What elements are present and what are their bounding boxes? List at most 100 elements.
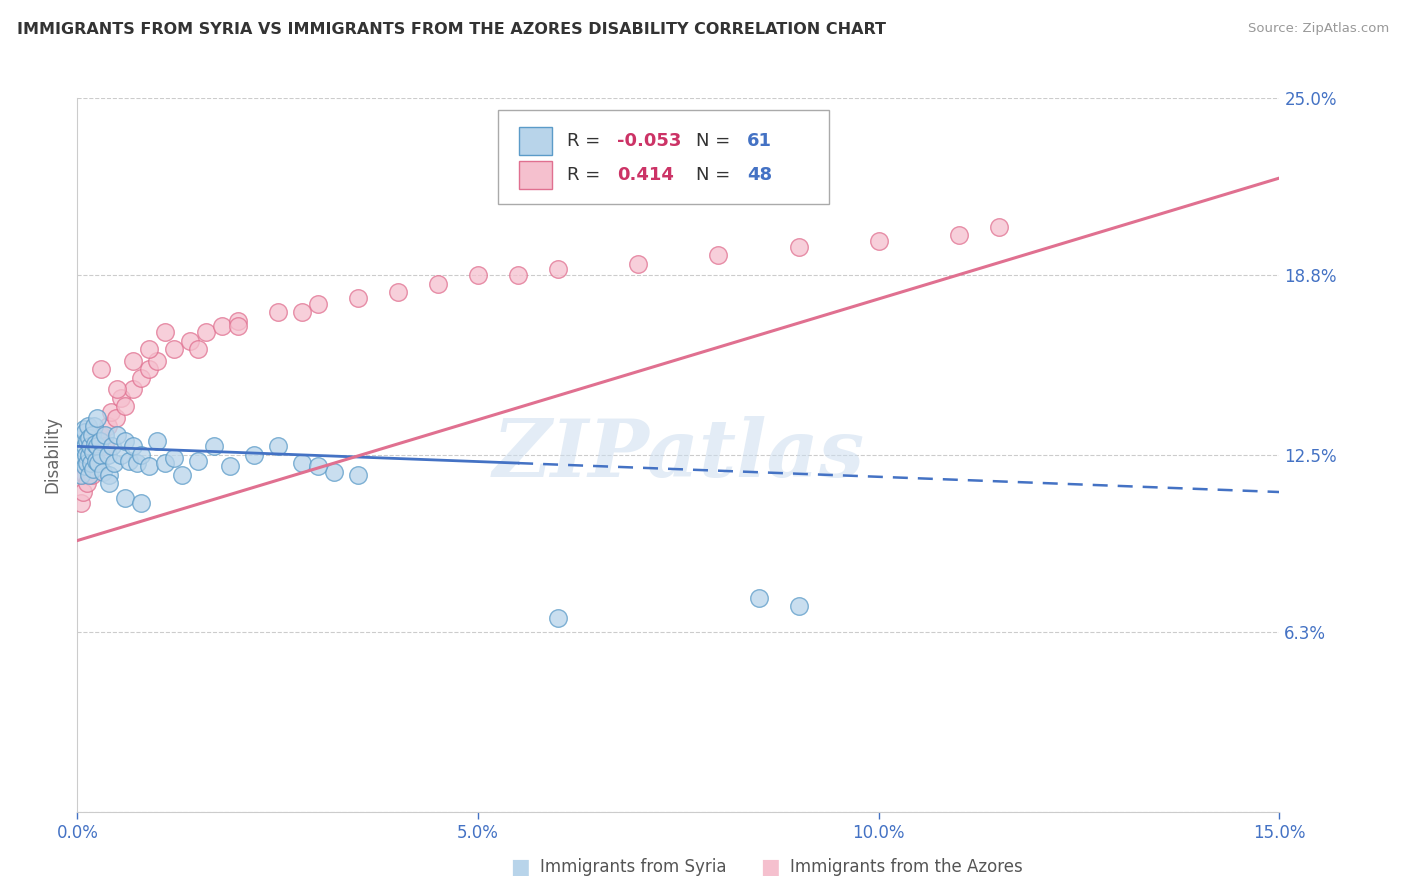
Point — [110, 448, 132, 462]
Point — [72, 431, 94, 445]
Point — [226, 319, 249, 334]
Point — [748, 591, 770, 605]
Text: N =: N = — [696, 166, 731, 184]
Point — [218, 459, 240, 474]
Point — [82, 445, 104, 459]
Point — [988, 219, 1011, 234]
Point — [84, 439, 107, 453]
Point — [114, 434, 136, 448]
Point — [94, 439, 117, 453]
Point — [89, 434, 111, 448]
Point — [194, 325, 217, 339]
Text: ■: ■ — [761, 857, 780, 877]
Point — [73, 442, 96, 457]
Point — [146, 353, 169, 368]
Point — [75, 425, 97, 439]
Point — [138, 343, 160, 357]
Point — [79, 448, 101, 462]
Point — [82, 448, 104, 462]
Point — [76, 476, 98, 491]
Point — [100, 405, 122, 419]
Point — [75, 439, 97, 453]
Point — [211, 319, 233, 334]
Point — [90, 362, 112, 376]
Point — [86, 439, 108, 453]
Point — [122, 353, 145, 368]
Text: N =: N = — [696, 132, 731, 150]
Text: R =: R = — [567, 166, 600, 184]
Point — [131, 448, 153, 462]
Point — [170, 467, 193, 482]
Point — [868, 234, 890, 248]
Point — [97, 448, 120, 462]
Text: ZIPatlas: ZIPatlas — [492, 417, 865, 493]
Point — [80, 428, 103, 442]
Text: 48: 48 — [747, 166, 772, 184]
Text: 0.414: 0.414 — [617, 166, 673, 184]
Point — [187, 453, 209, 467]
Point — [70, 496, 93, 510]
Point — [89, 434, 111, 448]
Point — [76, 457, 98, 471]
Text: IMMIGRANTS FROM SYRIA VS IMMIGRANTS FROM THE AZORES DISABILITY CORRELATION CHART: IMMIGRANTS FROM SYRIA VS IMMIGRANTS FROM… — [17, 22, 886, 37]
Point — [242, 448, 264, 462]
Point — [179, 334, 201, 348]
Point — [187, 343, 209, 357]
Bar — [519, 161, 553, 189]
Point — [91, 465, 114, 479]
Point — [267, 439, 290, 453]
Point — [86, 457, 108, 471]
Point — [97, 419, 120, 434]
Point — [94, 428, 117, 442]
Point — [90, 428, 112, 442]
Point — [84, 453, 107, 467]
Point — [114, 491, 136, 505]
Point — [307, 459, 329, 474]
Point — [87, 457, 110, 471]
Point — [84, 436, 107, 450]
Point — [72, 485, 94, 500]
Point — [101, 439, 124, 453]
Point — [427, 277, 450, 291]
Point — [75, 448, 97, 462]
Point — [114, 400, 136, 414]
Point — [146, 434, 169, 448]
Point — [127, 457, 149, 471]
Point — [547, 262, 569, 277]
Point — [98, 476, 121, 491]
Point — [508, 268, 530, 282]
Point — [131, 371, 153, 385]
Text: ■: ■ — [510, 857, 530, 877]
Point — [79, 457, 101, 471]
FancyBboxPatch shape — [498, 111, 828, 204]
Text: Immigrants from the Azores: Immigrants from the Azores — [790, 858, 1024, 876]
Point — [104, 410, 127, 425]
Point — [155, 325, 177, 339]
Point — [138, 362, 160, 376]
Point — [202, 439, 225, 453]
Bar — [519, 127, 553, 155]
Point — [118, 453, 141, 467]
Point — [79, 431, 101, 445]
Point — [162, 343, 184, 357]
Point — [267, 305, 290, 319]
Point — [347, 291, 370, 305]
Point — [347, 467, 370, 482]
Y-axis label: Disability: Disability — [44, 417, 62, 493]
Point — [131, 496, 153, 510]
Text: Source: ZipAtlas.com: Source: ZipAtlas.com — [1249, 22, 1389, 36]
Text: -0.053: -0.053 — [617, 132, 682, 150]
Point — [79, 439, 101, 453]
Point — [110, 391, 132, 405]
Point — [70, 467, 93, 482]
Point — [787, 599, 810, 614]
Point — [107, 382, 129, 396]
Point — [103, 457, 125, 471]
Point — [387, 285, 409, 300]
Point — [291, 457, 314, 471]
Point — [162, 450, 184, 465]
Text: Immigrants from Syria: Immigrants from Syria — [540, 858, 727, 876]
Text: R =: R = — [567, 132, 600, 150]
Point — [80, 457, 103, 471]
Point — [73, 459, 96, 474]
